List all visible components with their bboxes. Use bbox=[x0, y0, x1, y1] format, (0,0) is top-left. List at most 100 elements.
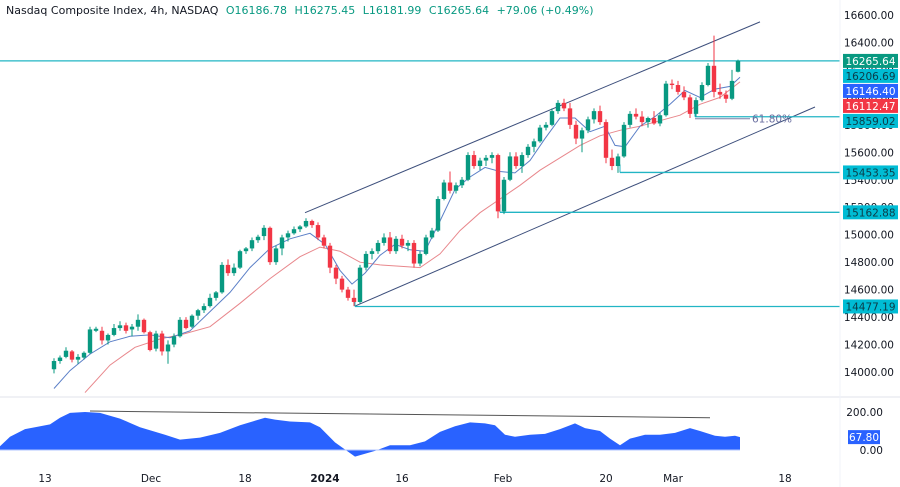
price-badge-label: 16206.69 bbox=[845, 71, 895, 83]
candle-body bbox=[471, 155, 477, 167]
candle bbox=[657, 112, 663, 127]
candle-body bbox=[645, 117, 651, 123]
candle-body bbox=[537, 127, 543, 142]
change-value: +79.06 (+0.49%) bbox=[496, 4, 594, 17]
candle-body bbox=[339, 278, 345, 290]
candle bbox=[717, 83, 723, 99]
candle-body bbox=[273, 248, 279, 263]
candle-body bbox=[147, 332, 153, 351]
price-tick-label: 16400.00 bbox=[844, 37, 894, 49]
candle bbox=[453, 182, 459, 194]
candle bbox=[549, 108, 555, 127]
price-badge-bg bbox=[843, 83, 898, 98]
candle bbox=[237, 249, 243, 270]
candle-body bbox=[549, 111, 555, 125]
candle-body bbox=[573, 124, 579, 139]
candle bbox=[345, 286, 351, 301]
candle-body bbox=[363, 253, 369, 268]
oscillator-pane bbox=[0, 396, 900, 457]
candle bbox=[165, 340, 171, 364]
candle-body bbox=[135, 319, 141, 327]
candle bbox=[111, 323, 117, 337]
oscillator-area bbox=[0, 412, 740, 457]
candle-body bbox=[405, 242, 411, 246]
candle-body bbox=[723, 94, 729, 99]
price-axis[interactable]: 16600.0016400.0016200.0016000.0015800.00… bbox=[839, 0, 898, 487]
candle-body bbox=[261, 227, 267, 237]
candle-body bbox=[129, 326, 135, 330]
candle bbox=[693, 97, 699, 117]
candle bbox=[309, 219, 315, 228]
candle-body bbox=[705, 65, 711, 86]
candle-body bbox=[249, 240, 255, 249]
time-tick-label: Feb bbox=[494, 473, 513, 485]
candle-body bbox=[567, 108, 573, 125]
candle-body bbox=[219, 264, 225, 293]
channel-lines bbox=[304, 21, 816, 307]
low-value: L16181.99 bbox=[362, 4, 422, 17]
price-badge-label: 15859.02 bbox=[845, 116, 895, 128]
candle-body bbox=[375, 242, 381, 252]
candle bbox=[231, 263, 237, 276]
candle bbox=[99, 326, 105, 345]
candle bbox=[267, 226, 273, 265]
price-badge[interactable]: 15162.88 bbox=[843, 205, 898, 220]
candle bbox=[681, 86, 687, 101]
price-badge[interactable]: 15453.35 bbox=[843, 165, 898, 180]
price-badge-bg bbox=[843, 68, 898, 83]
candle bbox=[663, 80, 669, 117]
candle-body bbox=[51, 361, 57, 370]
candle-body bbox=[243, 248, 249, 252]
price-badge[interactable]: 16146.40 bbox=[843, 83, 898, 98]
price-badge-bg bbox=[843, 165, 898, 180]
candle bbox=[315, 222, 321, 241]
candle bbox=[213, 290, 219, 301]
candle bbox=[645, 116, 651, 128]
candle bbox=[639, 111, 645, 127]
candle bbox=[243, 247, 249, 254]
candle bbox=[381, 233, 387, 246]
price-tick-label: 15600.00 bbox=[844, 147, 894, 159]
candle-body bbox=[615, 156, 621, 167]
symbol-title: Nasdaq Composite Index, 4h, NASDAQ bbox=[6, 4, 219, 17]
candle-body bbox=[75, 356, 81, 360]
candle-body bbox=[63, 350, 69, 357]
candle bbox=[579, 127, 585, 153]
candle bbox=[333, 264, 339, 285]
candle-body bbox=[681, 91, 687, 98]
price-badge-bg bbox=[843, 98, 898, 113]
candle-body bbox=[111, 328, 117, 335]
candle-body bbox=[87, 329, 93, 353]
price-badge[interactable]: 14477.19 bbox=[843, 299, 898, 314]
price-tick-label: 14400.00 bbox=[844, 312, 894, 324]
candle bbox=[477, 157, 483, 171]
price-badge-label: 16146.40 bbox=[845, 86, 895, 98]
price-badge-bg bbox=[843, 113, 898, 128]
candle-body bbox=[177, 319, 183, 337]
candle-body bbox=[507, 156, 513, 180]
candle bbox=[687, 94, 693, 118]
candle-body bbox=[585, 119, 591, 131]
time-tick-label: 20 bbox=[599, 473, 612, 485]
candle bbox=[723, 90, 729, 103]
candle bbox=[669, 79, 675, 90]
candle bbox=[279, 234, 285, 256]
candle-body bbox=[699, 85, 705, 101]
price-badge[interactable]: 16206.69 bbox=[843, 68, 898, 83]
candle-body bbox=[579, 130, 585, 139]
candle-body bbox=[531, 141, 537, 147]
candle-body bbox=[651, 117, 657, 124]
candle-body bbox=[543, 124, 549, 128]
time-axis[interactable]: 13 Dec 18 2024 16 Feb 20 Mar 18 bbox=[38, 473, 791, 485]
candle bbox=[57, 355, 63, 364]
candle-body bbox=[369, 251, 375, 254]
candle-body bbox=[675, 85, 681, 92]
price-badge[interactable]: 15859.02 bbox=[843, 113, 898, 128]
candle bbox=[615, 153, 621, 173]
price-badge[interactable]: 16112.47 bbox=[843, 98, 898, 113]
candle-body bbox=[333, 267, 339, 279]
oscillator-badge-bg[interactable] bbox=[848, 430, 880, 445]
price-badge[interactable]: 16265.64 bbox=[843, 53, 898, 68]
candle-body bbox=[465, 155, 471, 180]
